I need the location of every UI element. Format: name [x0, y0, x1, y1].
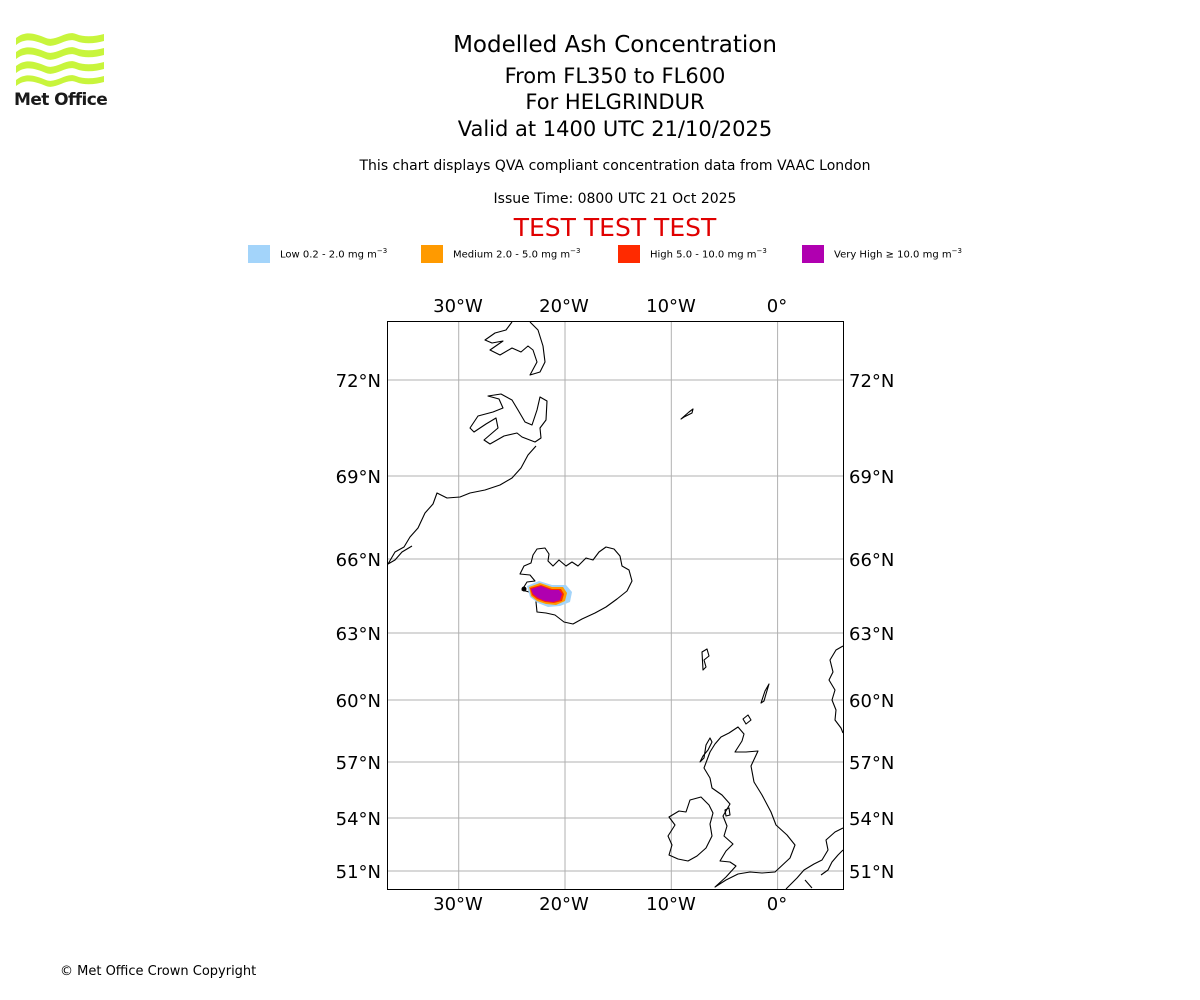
coastline-norway	[828, 645, 844, 734]
legend-item-low: Low 0.2 - 2.0 mg m−3	[248, 244, 387, 264]
valid-time: Valid at 1400 UTC 21/10/2025	[457, 117, 773, 141]
met-office-logo	[16, 33, 104, 87]
lat-label-left: 60°N	[336, 691, 381, 712]
lat-label-right: 69°N	[849, 467, 894, 488]
compliance-note: This chart displays QVA compliant concen…	[359, 158, 871, 174]
lon-label-bottom-30w: 30°W	[433, 894, 483, 915]
lat-label-left: 69°N	[336, 467, 381, 488]
lat-label-right: 51°N	[849, 862, 894, 883]
coastlines	[387, 321, 844, 890]
volcano-marker	[521, 586, 527, 592]
legend-swatch-medium	[421, 245, 443, 263]
coastline-continental-europe	[785, 827, 844, 890]
legend-label-low: Low 0.2 - 2.0 mg m−3	[280, 247, 388, 261]
lon-label-bottom-20w: 20°W	[539, 894, 589, 915]
volcano-name: For HELGRINDUR	[525, 90, 705, 114]
lon-label-top-10w: 10°W	[646, 296, 696, 317]
logo-wordmark: Met Office	[14, 90, 108, 110]
issue-time: Issue Time: 0800 UTC 21 Oct 2025	[493, 191, 737, 207]
coastline-orkney	[742, 714, 752, 725]
legend-swatch-low	[248, 245, 270, 263]
lat-label-right: 54°N	[849, 809, 894, 830]
legend-swatch-high	[618, 245, 640, 263]
lat-label-right: 63°N	[849, 624, 894, 645]
test-banner: TEST TEST TEST	[513, 213, 717, 242]
lat-label-left: 63°N	[336, 624, 381, 645]
ash-very-high	[531, 586, 562, 602]
graticule	[387, 321, 844, 890]
coastline-iceland	[519, 546, 633, 625]
lon-label-top-30w: 30°W	[433, 296, 483, 317]
lat-label-left: 66°N	[336, 550, 381, 571]
lat-label-left: 57°N	[336, 753, 381, 774]
lat-label-right: 72°N	[849, 371, 894, 392]
chart-title: Modelled Ash Concentration	[453, 32, 777, 58]
coastline-isle-of-man	[724, 807, 731, 817]
legend-item-high: High 5.0 - 10.0 mg m−3	[618, 244, 767, 264]
legend-item-very-high: Very High ≥ 10.0 mg m−3	[802, 244, 962, 264]
copyright: © Met Office Crown Copyright	[60, 964, 256, 979]
map-frame	[387, 321, 844, 890]
coastline-greenland	[387, 321, 548, 565]
lat-label-left: 51°N	[336, 862, 381, 883]
coastline-hebrides	[699, 737, 713, 763]
ash-cloud	[521, 581, 572, 607]
latitude-labels: 72°N 72°N 69°N 69°N 66°N 66°N 63°N 63°N 60°N 60°N…	[336, 371, 895, 883]
coastline-great-britain	[703, 726, 796, 888]
lat-label-left: 54°N	[336, 809, 381, 830]
coastline-faroes	[701, 648, 710, 671]
lon-label-bottom-10w: 10°W	[646, 894, 696, 915]
coastline-jan-mayen	[680, 408, 694, 420]
legend-label-very-high: Very High ≥ 10.0 mg m−3	[834, 247, 962, 261]
lat-label-right: 57°N	[849, 753, 894, 774]
lat-label-right: 66°N	[849, 550, 894, 571]
flight-level-range: From FL350 to FL600	[504, 64, 726, 88]
legend-label-medium: Medium 2.0 - 5.0 mg m−3	[453, 247, 581, 261]
coastline-ireland	[667, 796, 714, 862]
lon-label-top-20w: 20°W	[539, 296, 589, 317]
lon-label-top-0: 0°	[767, 296, 787, 317]
lon-label-bottom-0: 0°	[767, 894, 787, 915]
legend-swatch-very-high	[802, 245, 824, 263]
lat-label-left: 72°N	[336, 371, 381, 392]
legend-item-medium: Medium 2.0 - 5.0 mg m−3	[421, 244, 580, 264]
coastline-shetland	[760, 683, 770, 704]
lat-label-right: 60°N	[849, 691, 894, 712]
legend-label-high: High 5.0 - 10.0 mg m−3	[650, 247, 767, 261]
